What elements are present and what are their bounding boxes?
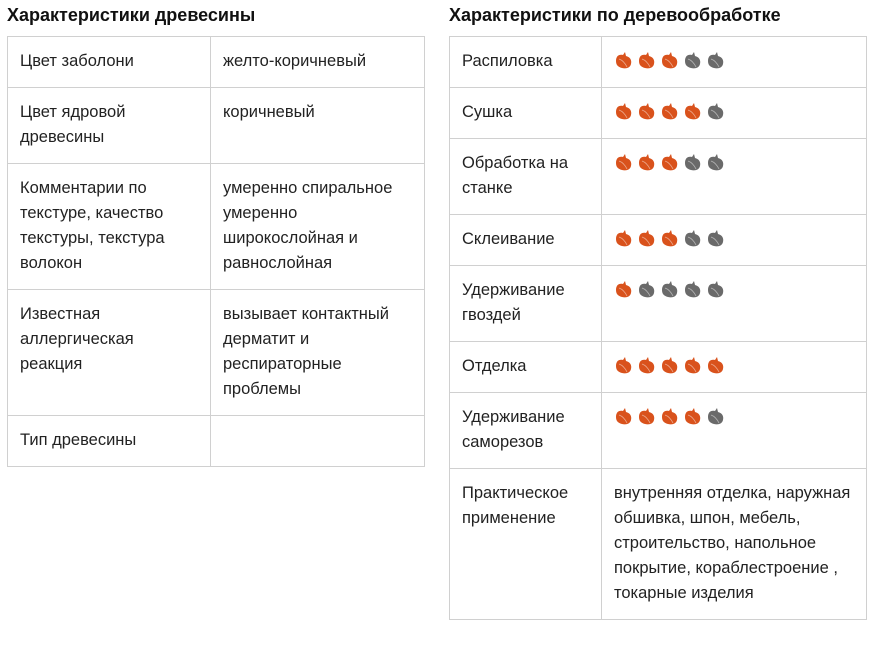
wood-table: Цвет заболони желто-коричневый Цвет ядрово… bbox=[7, 36, 425, 467]
row-value bbox=[210, 415, 425, 467]
rating-leaf bbox=[662, 103, 678, 120]
table-row: Склеивание bbox=[449, 214, 867, 266]
table-row: Отделка bbox=[449, 341, 867, 393]
rating-leaf bbox=[708, 154, 724, 171]
rating-leaf bbox=[616, 154, 632, 171]
row-label: Тип древесины bbox=[7, 415, 211, 467]
work-block: Характеристики по деревообработке Распил… bbox=[449, 0, 867, 620]
table-row: Сушка bbox=[449, 87, 867, 139]
row-value: вызывает контактный дерматит и респирато… bbox=[210, 289, 425, 416]
rating-leaf bbox=[662, 154, 678, 171]
rating bbox=[614, 278, 854, 299]
row-value: коричневый bbox=[210, 87, 425, 164]
row-value bbox=[601, 265, 867, 342]
rating bbox=[614, 151, 854, 172]
rating-leaf bbox=[639, 230, 655, 247]
rating-leaf bbox=[708, 281, 724, 298]
rating-leaf bbox=[708, 408, 724, 425]
section-title: Характеристики древесины bbox=[7, 5, 256, 25]
row-label: Удерживание гвоздей bbox=[449, 265, 602, 342]
rating-leaf bbox=[616, 408, 632, 425]
row-label: Цвет ядровой древесины bbox=[7, 87, 211, 164]
row-value bbox=[601, 87, 867, 139]
rating-leaf bbox=[708, 52, 724, 69]
rating bbox=[614, 405, 854, 426]
row-label: Сушка bbox=[449, 87, 602, 139]
rating-leaf bbox=[639, 52, 655, 69]
table-row: Цвет ядровой древесины коричневый bbox=[7, 87, 425, 164]
rating-leaf bbox=[639, 408, 655, 425]
rating-leaf bbox=[685, 103, 701, 120]
rating-leaf bbox=[639, 281, 655, 298]
table-row: Тип древесины bbox=[7, 415, 425, 467]
rating-leaf bbox=[685, 357, 701, 374]
row-label: Отделка bbox=[449, 341, 602, 393]
row-label: Удерживание саморезов bbox=[449, 392, 602, 469]
row-value: внутренняя отделка, наружная обшивка, шп… bbox=[601, 468, 867, 620]
row-label: Практическое применение bbox=[449, 468, 602, 620]
rating-leaf bbox=[685, 154, 701, 171]
rating-leaf bbox=[662, 408, 678, 425]
rating-leaf bbox=[685, 408, 701, 425]
rating-leaf bbox=[662, 230, 678, 247]
table-row: Удерживание гвоздей bbox=[449, 265, 867, 342]
work-table: Распиловка Сушка Обработка на станке Склеив… bbox=[449, 36, 867, 620]
row-value bbox=[601, 138, 867, 215]
rating-leaf bbox=[685, 52, 701, 69]
row-label: Известная аллергическая реакция bbox=[7, 289, 211, 416]
row-label: Комментарии по текстуре, качество тексту… bbox=[7, 163, 211, 290]
rating-leaf bbox=[639, 103, 655, 120]
rating-leaf bbox=[685, 230, 701, 247]
row-label: Обработка на станке bbox=[449, 138, 602, 215]
rating-leaf bbox=[685, 281, 701, 298]
rating-leaf bbox=[616, 230, 632, 247]
rating-leaf bbox=[708, 103, 724, 120]
rating-leaf bbox=[616, 103, 632, 120]
rating-leaf bbox=[662, 281, 678, 298]
rating-leaf bbox=[616, 357, 632, 374]
rating bbox=[614, 227, 854, 248]
table-row: Удерживание саморезов bbox=[449, 392, 867, 469]
table-row: Известная аллергическая реакция вызывает … bbox=[7, 289, 425, 416]
table-row: Комментарии по текстуре, качество тексту… bbox=[7, 163, 425, 290]
row-value bbox=[601, 214, 867, 266]
row-value bbox=[601, 36, 867, 88]
row-label: Распиловка bbox=[449, 36, 602, 88]
rating-leaf bbox=[662, 357, 678, 374]
table-row: Распиловка bbox=[449, 36, 867, 88]
row-label: Цвет заболони bbox=[7, 36, 211, 88]
table-row: Практическое применение внутренняя отделк… bbox=[449, 468, 867, 620]
rating-leaf bbox=[662, 52, 678, 69]
rating-leaf bbox=[616, 281, 632, 298]
row-value bbox=[601, 392, 867, 469]
wood-block: Характеристики древесины Цвет заболони же… bbox=[7, 0, 425, 467]
rating bbox=[614, 354, 854, 375]
section-title: Характеристики по деревообработке bbox=[449, 5, 781, 25]
table-row: Обработка на станке bbox=[449, 138, 867, 215]
row-value: умеренно спиральное умеренно широкослойн… bbox=[210, 163, 425, 290]
row-value bbox=[601, 341, 867, 393]
rating-leaf bbox=[708, 230, 724, 247]
rating bbox=[614, 49, 854, 70]
rating-leaf bbox=[639, 357, 655, 374]
rating-leaf bbox=[639, 154, 655, 171]
table-row: Цвет заболони желто-коричневый bbox=[7, 36, 425, 88]
rating-leaf bbox=[616, 52, 632, 69]
rating bbox=[614, 100, 854, 121]
row-label: Склеивание bbox=[449, 214, 602, 266]
row-value: желто-коричневый bbox=[210, 36, 425, 88]
rating-leaf bbox=[708, 357, 724, 374]
